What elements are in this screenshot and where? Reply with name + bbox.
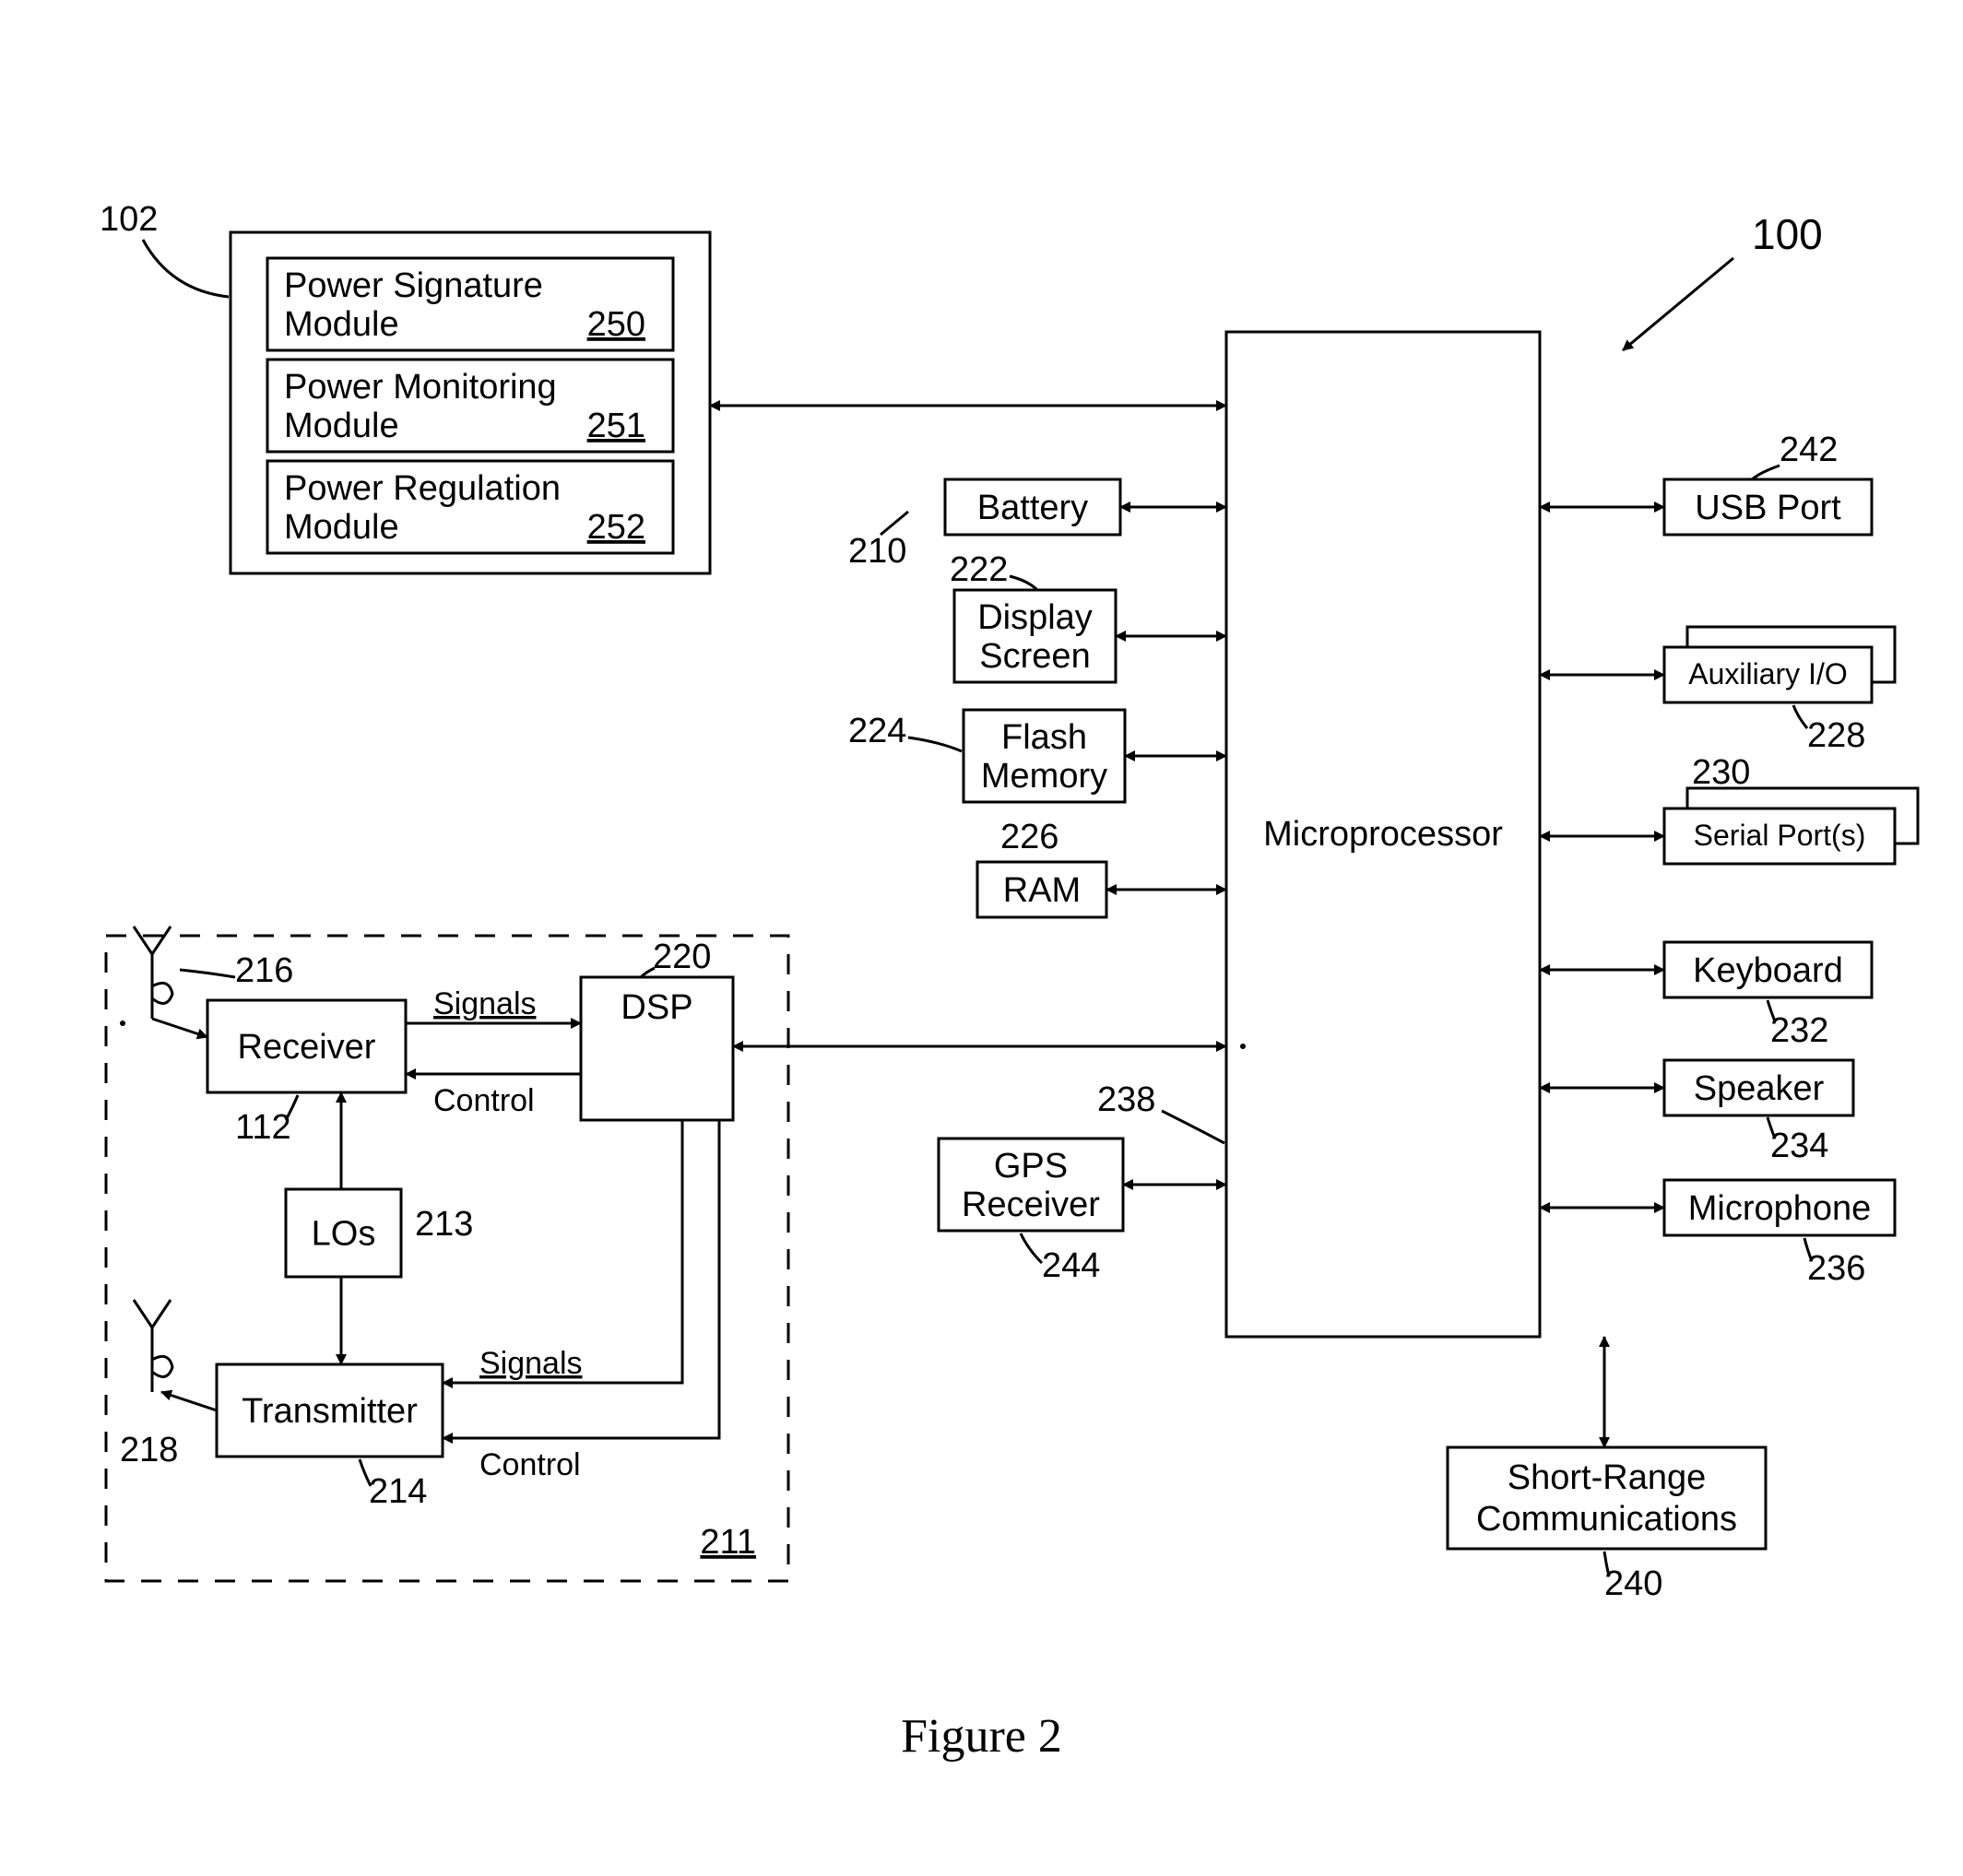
power_sig-ref: 250: [587, 305, 645, 344]
display-label2: Screen: [979, 637, 1090, 676]
ref-242: 242: [1780, 431, 1838, 469]
ref-222: 222: [950, 550, 1008, 589]
power_mon-label2: Module: [284, 407, 399, 445]
serial-label: Serial Port(s): [1694, 819, 1866, 852]
speaker-label: Speaker: [1694, 1069, 1825, 1108]
ref-210: 210: [848, 532, 906, 571]
microphone-label: Microphone: [1688, 1189, 1872, 1228]
short-range-label2: Communications: [1476, 1500, 1737, 1539]
ref-218: 218: [120, 1431, 178, 1469]
ref-213: 213: [415, 1205, 473, 1244]
short-range-label1: Short-Range: [1508, 1458, 1706, 1497]
ref-211: 211: [700, 1523, 756, 1562]
keyboard-label: Keyboard: [1693, 951, 1843, 990]
ref-244: 244: [1042, 1246, 1100, 1285]
microprocessor-label: Microprocessor: [1263, 815, 1503, 854]
dsp-label: DSP: [621, 988, 692, 1027]
signals-tx-label: Signals: [479, 1346, 583, 1381]
usb-label: USB Port: [1695, 489, 1841, 527]
control-rx-label: Control: [433, 1083, 535, 1118]
ref-232: 232: [1770, 1011, 1828, 1050]
power_sig-label1: Power Signature: [284, 266, 543, 305]
display-label1: Display: [977, 598, 1093, 637]
battery-label: Battery: [977, 489, 1088, 527]
power_mon-label1: Power Monitoring: [284, 368, 557, 407]
figure-caption: Figure 2: [901, 1710, 1062, 1763]
gps-label2: Receiver: [962, 1186, 1100, 1224]
los-label: LOs: [312, 1215, 376, 1254]
transmitter-label: Transmitter: [242, 1392, 418, 1431]
ref-224: 224: [848, 712, 906, 750]
flash-label1: Flash: [1001, 718, 1087, 757]
power_reg-label1: Power Regulation: [284, 469, 561, 508]
power_mon-ref: 251: [587, 407, 645, 445]
flash-label2: Memory: [981, 757, 1107, 796]
power_sig-label2: Module: [284, 305, 399, 344]
signals-rx-label: Signals: [433, 986, 537, 1021]
ref-234: 234: [1770, 1127, 1828, 1165]
power_reg-label2: Module: [284, 508, 399, 547]
ref-112: 112: [235, 1108, 291, 1147]
ref-100: 100: [1752, 210, 1823, 258]
power_reg-ref: 252: [587, 508, 645, 547]
ref-230: 230: [1692, 753, 1750, 792]
ref-216: 216: [235, 951, 293, 990]
ref-240: 240: [1604, 1564, 1662, 1603]
ref-214: 214: [369, 1472, 427, 1511]
ref-220: 220: [653, 938, 711, 976]
receiver-label: Receiver: [238, 1028, 376, 1067]
ref-238: 238: [1097, 1080, 1155, 1119]
ram-label: RAM: [1003, 871, 1081, 910]
control-tx-label: Control: [479, 1447, 581, 1482]
aux-label: Auxiliary I/O: [1688, 657, 1847, 690]
ref-226: 226: [1000, 818, 1058, 856]
gps-label1: GPS: [994, 1147, 1068, 1186]
ref-102: 102: [100, 200, 158, 239]
ref-236: 236: [1807, 1249, 1865, 1288]
ref-228: 228: [1807, 716, 1865, 755]
